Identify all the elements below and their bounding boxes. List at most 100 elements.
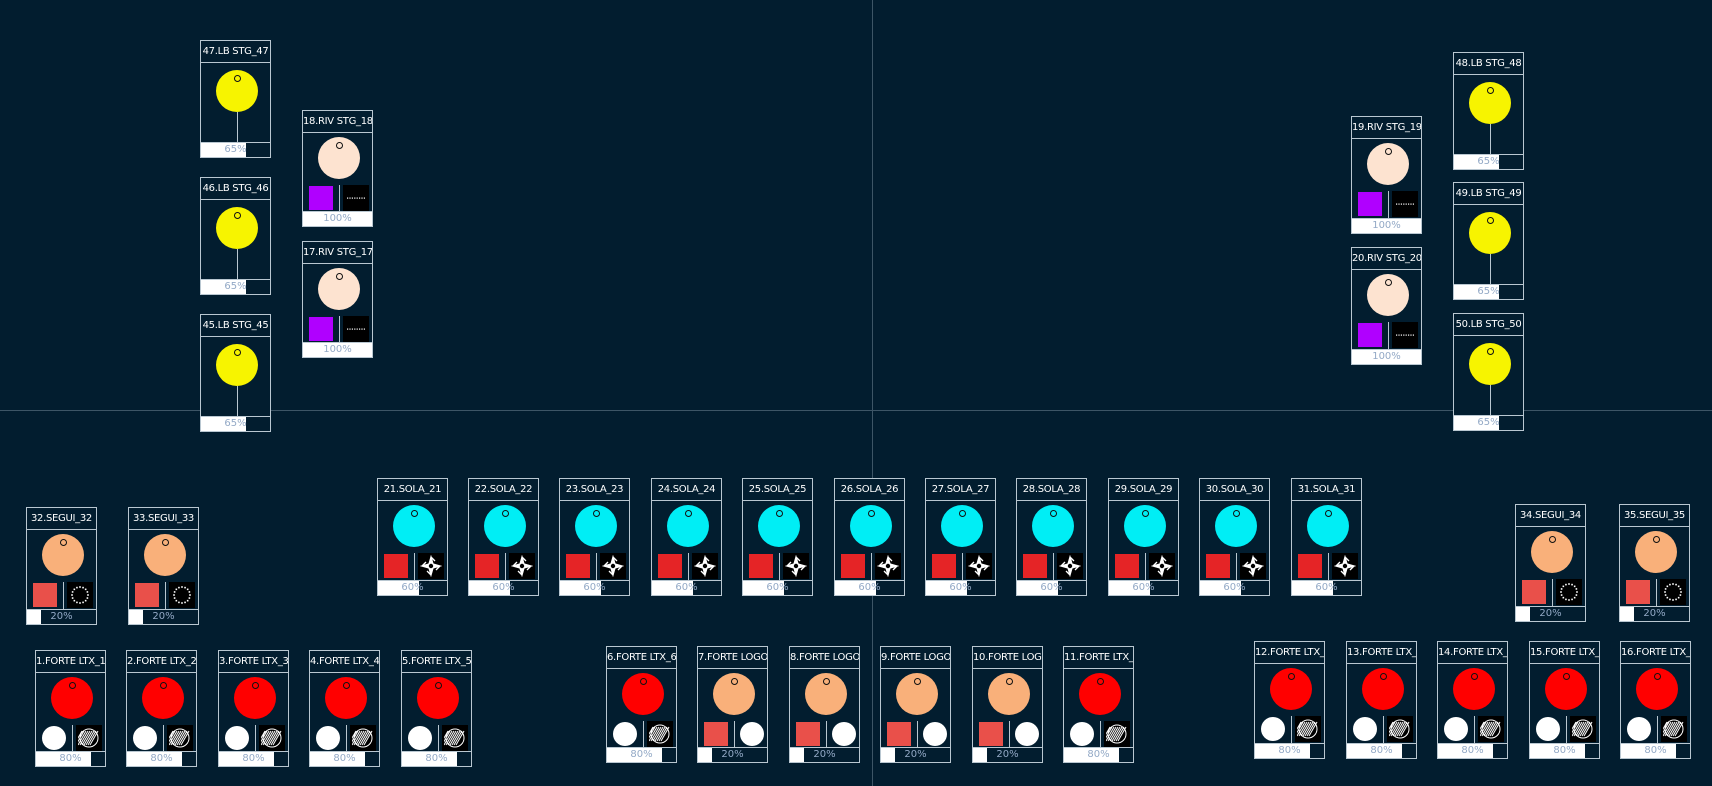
intensity-bar[interactable]: 65% (201, 142, 270, 157)
color-swatch[interactable] (1298, 554, 1322, 578)
fixture-tile[interactable]: 48.LB STG_48 65% (1453, 52, 1524, 170)
swirl-gobo-icon[interactable] (1661, 716, 1687, 742)
fixture-tile[interactable]: 16.FORTE LTX_16 80% (1620, 641, 1691, 759)
intensity-bar[interactable]: 80% (402, 751, 471, 766)
color-swatch[interactable] (1522, 580, 1546, 604)
color-swatch[interactable] (979, 722, 1003, 746)
intensity-bar[interactable]: 20% (129, 609, 198, 624)
intensity-bar[interactable]: 65% (1454, 415, 1523, 430)
pinwheel-gobo-icon[interactable] (418, 553, 444, 579)
intensity-bar[interactable]: 100% (303, 211, 372, 226)
fixture-tile[interactable]: 29.SOLA_29 60% (1108, 478, 1179, 596)
intensity-bar[interactable]: 60% (469, 580, 538, 595)
intensity-bar[interactable]: 80% (607, 747, 676, 762)
fixture-tile[interactable]: 8.FORTE LOGO_8 20% (789, 646, 860, 763)
swirl-gobo-icon[interactable] (1570, 716, 1596, 742)
color-swatch[interactable] (33, 583, 57, 607)
intensity-bar[interactable]: 80% (1255, 743, 1324, 758)
intensity-bar[interactable]: 60% (926, 580, 995, 595)
swirl-gobo-icon[interactable] (647, 721, 673, 747)
fixture-tile[interactable]: 27.SOLA_27 60% (925, 478, 996, 596)
fixture-tile[interactable]: 20.RIV STG_20 100% (1351, 247, 1422, 365)
fixture-tile[interactable]: 45.LB STG_45 65% (200, 314, 271, 432)
intensity-bar[interactable]: 100% (1352, 349, 1421, 364)
fixture-tile[interactable]: 18.RIV STG_18 100% (302, 110, 373, 227)
color-swatch[interactable] (658, 554, 682, 578)
swirl-gobo-icon[interactable] (442, 725, 468, 751)
swirl-gobo-icon[interactable] (350, 725, 376, 751)
pinwheel-gobo-icon[interactable] (1149, 553, 1175, 579)
pinwheel-gobo-icon[interactable] (692, 553, 718, 579)
fixture-tile[interactable]: 33.SEGUI_33 20% (128, 507, 199, 625)
fixture-tile[interactable]: 46.LB STG_46 65% (200, 177, 271, 295)
fixture-tile[interactable]: 34.SEGUI_34 20% (1515, 504, 1586, 622)
fixture-tile[interactable]: 50.LB STG_50 65% (1453, 313, 1524, 431)
intensity-bar[interactable]: 80% (310, 751, 379, 766)
fixture-tile[interactable]: 15.FORTE LTX_15 80% (1529, 641, 1600, 759)
fixture-tile[interactable]: 35.SEGUI_35 20% (1619, 504, 1690, 622)
intensity-bar[interactable]: 60% (560, 580, 629, 595)
swirl-gobo-icon[interactable] (259, 725, 285, 751)
color-swatch[interactable] (1023, 554, 1047, 578)
fixture-tile[interactable]: 7.FORTE LOGO_7 20% (697, 646, 768, 763)
swirl-gobo-icon[interactable] (1387, 716, 1413, 742)
pinwheel-gobo-icon[interactable] (1240, 553, 1266, 579)
fixture-tile[interactable]: 10.FORTE LOGO_10 20% (972, 646, 1043, 763)
fixture-tile[interactable]: 14.FORTE LTX_14 80% (1437, 641, 1508, 759)
intensity-bar[interactable]: 80% (1438, 743, 1507, 758)
intensity-bar[interactable]: 65% (201, 416, 270, 431)
intensity-bar[interactable]: 20% (973, 747, 1042, 762)
intensity-bar[interactable]: 20% (881, 747, 950, 762)
color-swatch[interactable] (887, 722, 911, 746)
intensity-bar[interactable]: 80% (1064, 747, 1133, 762)
intensity-bar[interactable]: 65% (201, 279, 270, 294)
pinwheel-gobo-icon[interactable] (966, 553, 992, 579)
fixture-tile[interactable]: 47.LB STG_47 65% (200, 40, 271, 158)
dotted-line-icon[interactable] (343, 185, 369, 211)
swirl-gobo-icon[interactable] (1478, 716, 1504, 742)
ring-gobo-icon[interactable] (1556, 579, 1582, 605)
dotted-line-icon[interactable] (1392, 322, 1418, 348)
fixture-tile[interactable]: 32.SEGUI_32 20% (26, 507, 97, 625)
intensity-bar[interactable]: 80% (1530, 743, 1599, 758)
intensity-bar[interactable]: 20% (27, 609, 96, 624)
intensity-bar[interactable]: 60% (1017, 580, 1086, 595)
color-swatch[interactable] (309, 186, 333, 210)
fixture-tile[interactable]: 28.SOLA_28 60% (1016, 478, 1087, 596)
fixture-tile[interactable]: 26.SOLA_26 60% (834, 478, 905, 596)
color-swatch[interactable] (384, 554, 408, 578)
intensity-bar[interactable]: 60% (835, 580, 904, 595)
intensity-bar[interactable]: 80% (127, 751, 196, 766)
ring-gobo-icon[interactable] (1660, 579, 1686, 605)
fixture-tile[interactable]: 5.FORTE LTX_5 80% (401, 650, 472, 767)
color-swatch[interactable] (1115, 554, 1139, 578)
color-swatch[interactable] (566, 554, 590, 578)
fixture-tile[interactable]: 13.FORTE LTX_13 80% (1346, 641, 1417, 759)
color-swatch[interactable] (932, 554, 956, 578)
intensity-bar[interactable]: 65% (1454, 154, 1523, 169)
fixture-tile[interactable]: 9.FORTE LOGO_9 20% (880, 646, 951, 763)
fixture-tile[interactable]: 19.RIV STG_19 100% (1351, 116, 1422, 234)
fixture-tile[interactable]: 6.FORTE LTX_6 80% (606, 646, 677, 763)
intensity-bar[interactable]: 20% (698, 747, 767, 762)
fixture-tile[interactable]: 3.FORTE LTX_3 80% (218, 650, 289, 767)
fixture-tile[interactable]: 24.SOLA_24 60% (651, 478, 722, 596)
intensity-bar[interactable]: 60% (1200, 580, 1269, 595)
swirl-gobo-icon[interactable] (76, 725, 102, 751)
fixture-tile[interactable]: 2.FORTE LTX_2 80% (126, 650, 197, 767)
fixture-tile[interactable]: 31.SOLA_31 60% (1291, 478, 1362, 596)
intensity-bar[interactable]: 60% (378, 580, 447, 595)
color-swatch[interactable] (1626, 580, 1650, 604)
fixture-tile[interactable]: 22.SOLA_22 60% (468, 478, 539, 596)
intensity-bar[interactable]: 20% (1620, 606, 1689, 621)
pinwheel-gobo-icon[interactable] (1332, 553, 1358, 579)
swirl-gobo-icon[interactable] (167, 725, 193, 751)
fixture-tile[interactable]: 23.SOLA_23 60% (559, 478, 630, 596)
pinwheel-gobo-icon[interactable] (783, 553, 809, 579)
swirl-gobo-icon[interactable] (1104, 721, 1130, 747)
fixture-tile[interactable]: 21.SOLA_21 60% (377, 478, 448, 596)
intensity-bar[interactable]: 80% (1347, 743, 1416, 758)
pinwheel-gobo-icon[interactable] (875, 553, 901, 579)
color-swatch[interactable] (135, 583, 159, 607)
intensity-bar[interactable]: 65% (1454, 284, 1523, 299)
